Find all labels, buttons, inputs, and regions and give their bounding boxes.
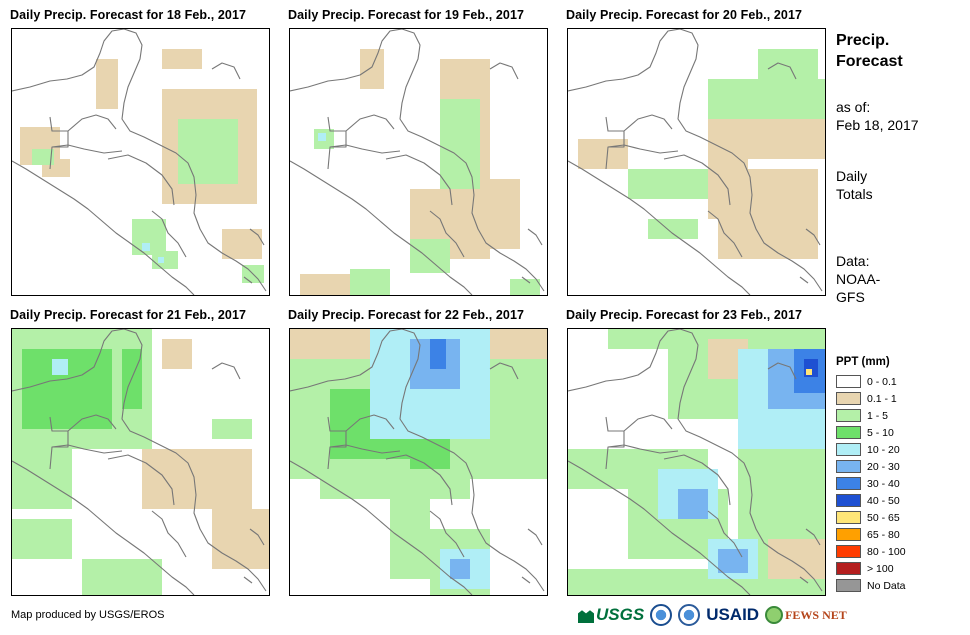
- legend-item: 80 - 100: [836, 543, 906, 560]
- legend-item: 10 - 20: [836, 441, 906, 458]
- legend-label: 50 - 65: [867, 511, 900, 524]
- legend-item: 0 - 0.1: [836, 373, 906, 390]
- source-line: NOAA-: [836, 271, 881, 287]
- totals-line: Totals: [836, 186, 873, 202]
- as-of-date: as of: Feb 18, 2017: [836, 98, 919, 134]
- legend-item: 0.1 - 1: [836, 390, 906, 407]
- legend-label: 0.1 - 1: [867, 392, 897, 405]
- legend-item: > 100: [836, 560, 906, 577]
- legend-swatch: [836, 460, 861, 473]
- legend-title: PPT (mm): [836, 356, 890, 368]
- legend-swatch: [836, 494, 861, 507]
- legend-swatch: [836, 511, 861, 524]
- legend-label: 5 - 10: [867, 426, 894, 439]
- legend-item: 1 - 5: [836, 407, 906, 424]
- legend-item: 40 - 50: [836, 492, 906, 509]
- usgs-logo-text: USGS: [596, 605, 645, 624]
- ppt-legend: PPT (mm) 0 - 0.1 0.1 - 1 1 - 5 5 - 10 10 - 2…: [836, 356, 906, 594]
- legend-item: No Data: [836, 577, 906, 594]
- panel-title: Daily Precip. Forecast for 23 Feb., 2017: [566, 308, 803, 322]
- globe-icon: [765, 606, 784, 624]
- source-line: GFS: [836, 289, 865, 305]
- totals-line: Daily: [836, 168, 868, 184]
- precip-map[interactable]: [567, 28, 826, 296]
- legend-item: 30 - 40: [836, 475, 906, 492]
- legend-label: 30 - 40: [867, 477, 900, 490]
- noaa-logo-icon: [650, 604, 673, 626]
- legend-swatch: [836, 426, 861, 439]
- daily-totals-label: Daily Totals: [836, 167, 873, 203]
- legend-swatch: [836, 375, 861, 388]
- precip-map[interactable]: [289, 328, 548, 596]
- legend-label: 40 - 50: [867, 494, 900, 507]
- panel-title: Daily Precip. Forecast for 19 Feb., 2017: [288, 8, 525, 22]
- legend-swatch: [836, 562, 861, 575]
- legend-label: 80 - 100: [867, 545, 906, 558]
- side-title: Precip. Forecast: [836, 30, 903, 72]
- legend-item: 50 - 65: [836, 509, 906, 526]
- legend-swatch: [836, 545, 861, 558]
- legend-swatch: [836, 409, 861, 422]
- legend-item: 20 - 30: [836, 458, 906, 475]
- legend-item: 65 - 80: [836, 526, 906, 543]
- legend-label: 1 - 5: [867, 409, 889, 422]
- panel-title: Daily Precip. Forecast for 21 Feb., 2017: [10, 308, 247, 322]
- legend-label: 20 - 30: [867, 460, 900, 473]
- usda-logo-icon: [678, 604, 701, 626]
- precip-map[interactable]: [289, 28, 548, 296]
- legend-swatch: [836, 579, 861, 592]
- precip-map[interactable]: [11, 328, 270, 596]
- usaid-logo: USAID: [706, 605, 760, 624]
- partner-logos: USGS USAID FEWS NET: [578, 600, 847, 630]
- legend-label: > 100: [867, 562, 894, 575]
- panel-title: Daily Precip. Forecast for 18 Feb., 2017: [10, 8, 247, 22]
- legend-label: 65 - 80: [867, 528, 900, 541]
- panel-title: Daily Precip. Forecast for 20 Feb., 2017: [566, 8, 803, 22]
- as-of-label: as of:: [836, 99, 871, 115]
- legend-label: 0 - 0.1: [867, 375, 897, 388]
- legend-swatch: [836, 528, 861, 541]
- legend-label: No Data: [867, 579, 906, 592]
- map-credit: Map produced by USGS/EROS: [11, 609, 165, 621]
- legend-label: 10 - 20: [867, 443, 900, 456]
- data-source: Data: NOAA- GFS: [836, 252, 880, 306]
- side-title-line: Precip.: [836, 32, 890, 49]
- usgs-logo: USGS: [578, 605, 644, 625]
- fews-net-logo: FEWS NET: [765, 606, 847, 624]
- usgs-wave-icon: [578, 610, 594, 623]
- legend-swatch: [836, 443, 861, 456]
- precip-map[interactable]: [567, 328, 826, 596]
- legend-item: 5 - 10: [836, 424, 906, 441]
- side-title-line: Forecast: [836, 53, 903, 70]
- legend-swatch: [836, 477, 861, 490]
- precip-map[interactable]: [11, 28, 270, 296]
- source-line: Data:: [836, 253, 870, 269]
- as-of-value: Feb 18, 2017: [836, 117, 919, 133]
- fews-net-text: FEWS NET: [785, 607, 847, 622]
- legend-swatch: [836, 392, 861, 405]
- panel-title: Daily Precip. Forecast for 22 Feb., 2017: [288, 308, 525, 322]
